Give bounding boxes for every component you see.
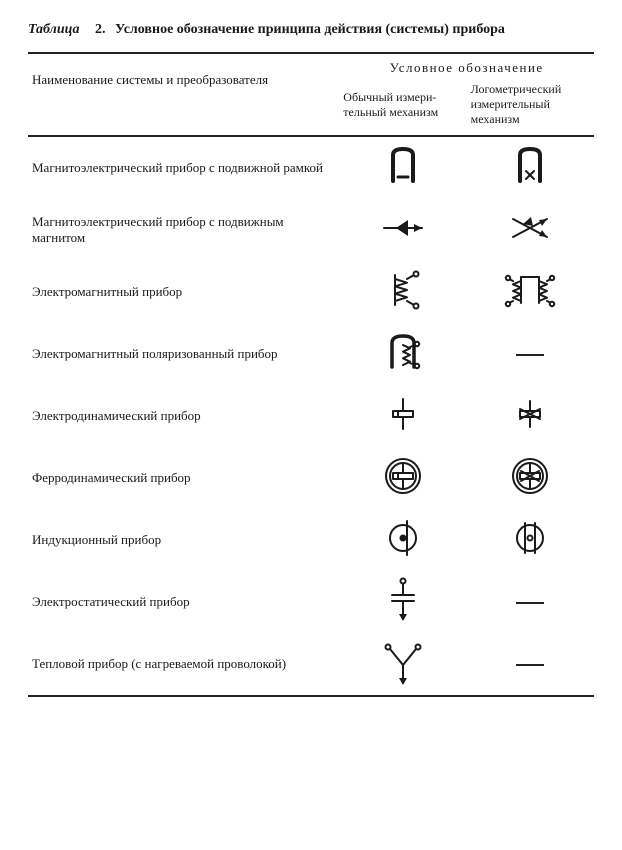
row-symbol-ordinary [339, 385, 466, 447]
row-symbol-ordinary [339, 509, 466, 571]
header-name: Наименование системы и преобразователя [28, 53, 339, 136]
row-symbol-ordinary [339, 261, 466, 323]
table-caption: Таблица 2. Условное обозначение принципа… [28, 22, 594, 38]
row-symbol-logometric [467, 137, 594, 199]
table-row: Электростатический прибор [28, 571, 594, 633]
table-row: Электромагнитный поляризованный прибор [28, 323, 594, 385]
row-symbol-ordinary [339, 323, 466, 385]
header-group: Условное обозначение [339, 53, 594, 80]
table-row: Ферродинамический прибор [28, 447, 594, 509]
row-name: Индукционный прибор [28, 509, 339, 571]
row-name: Ферродинамический прибор [28, 447, 339, 509]
row-name: Электромагнитный поляризованный прибор [28, 323, 339, 385]
row-name: Электростатический прибор [28, 571, 339, 633]
row-symbol-ordinary [339, 137, 466, 199]
table-row: Электродинамический прибор [28, 385, 594, 447]
row-symbol-logometric [467, 323, 594, 385]
row-symbol-logometric [467, 571, 594, 633]
table-label: Таблица [28, 22, 79, 37]
table-row: Тепловой прибор (с нагреваемой проволоко… [28, 633, 594, 696]
row-symbol-logometric [467, 509, 594, 571]
table-row: Магнитоэлектрический прибор с подвижным … [28, 199, 594, 261]
row-name: Электродинамический прибор [28, 385, 339, 447]
row-symbol-ordinary [339, 633, 466, 696]
table-header: Наименование системы и преобразователя У… [28, 53, 594, 137]
dash-icon [516, 354, 544, 356]
dash-icon [516, 602, 544, 604]
table-body: Магнитоэлектрический прибор с подвижной … [28, 137, 594, 696]
row-symbol-ordinary [339, 447, 466, 509]
row-symbol-logometric [467, 633, 594, 696]
table-row: Индукционный прибор [28, 509, 594, 571]
row-symbol-logometric [467, 447, 594, 509]
row-symbol-logometric [467, 199, 594, 261]
row-name: Магнитоэлектрический прибор с подвижным … [28, 199, 339, 261]
row-name: Электромагнитный прибор [28, 261, 339, 323]
dash-icon [516, 664, 544, 666]
page: Таблица 2. Условное обозначение принципа… [0, 0, 622, 850]
row-symbol-ordinary [339, 571, 466, 633]
header-col2: Логометрический измерительный механизм [467, 80, 594, 136]
symbols-table: Наименование системы и преобразователя У… [28, 52, 594, 697]
table-title: Условное обозначение принципа действия (… [115, 22, 505, 37]
table-number: 2. [95, 22, 106, 37]
header-col1: Обычный измери-тельный механизм [339, 80, 466, 136]
row-name: Тепловой прибор (с нагреваемой проволоко… [28, 633, 339, 696]
row-symbol-logometric [467, 261, 594, 323]
table-row: Электромагнитный прибор [28, 261, 594, 323]
table-row: Магнитоэлектрический прибор с подвижной … [28, 137, 594, 199]
row-symbol-logometric [467, 385, 594, 447]
row-symbol-ordinary [339, 199, 466, 261]
row-name: Магнитоэлектрический прибор с подвижной … [28, 137, 339, 199]
